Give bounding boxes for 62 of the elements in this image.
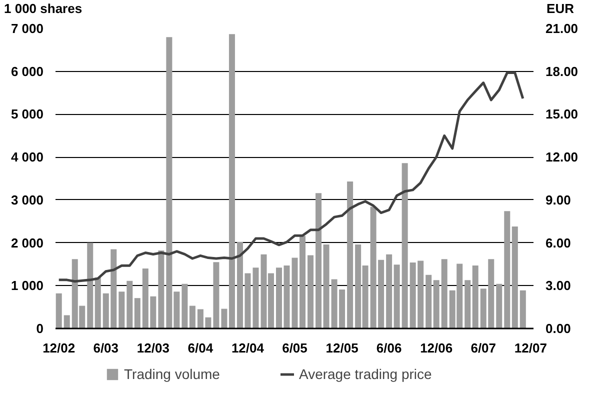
y2-tick-label: 3.00: [546, 278, 571, 294]
legend-label: Trading volume: [124, 366, 220, 382]
x-tick-label: 12/07: [514, 340, 547, 356]
bar: [472, 266, 478, 328]
x-tick-label: 12/03: [136, 340, 170, 356]
y2-tick-label: 12.00: [546, 150, 578, 165]
bar: [441, 259, 448, 328]
line-series: [58, 72, 524, 283]
bar: [158, 250, 164, 328]
y2-tick-label: 15.00: [546, 106, 578, 122]
y-tick-label: 0: [36, 321, 44, 336]
bar: [464, 280, 471, 328]
x-tick-label: 6/07: [470, 340, 496, 356]
y2-tick-label: 0.00: [546, 321, 571, 336]
y-tick-label: 1 000: [10, 278, 44, 294]
bar: [316, 193, 322, 328]
bar: [87, 242, 94, 328]
bar: [512, 226, 518, 328]
bar: [496, 284, 502, 328]
x-tick-label: 12/06: [420, 340, 453, 356]
y2-tick-label: 21.00: [546, 21, 578, 36]
y-tick-label: 6 000: [10, 64, 44, 79]
bar: [520, 290, 526, 328]
x-tick-label: 12/04: [231, 340, 265, 356]
x-tick-label: 6/03: [93, 340, 119, 356]
bar: [394, 264, 400, 328]
bar: [228, 34, 235, 328]
y-tick-label: 4 000: [10, 150, 44, 165]
y-axis-title: 1 000 shares: [4, 0, 82, 18]
legend-label: Average trading price: [298, 366, 432, 382]
bar: [182, 284, 188, 328]
y-tick-label: 7 000: [10, 21, 44, 36]
y-tick-label: 2 000: [10, 235, 44, 250]
bar: [213, 262, 220, 328]
bar: [64, 315, 70, 328]
bar: [221, 308, 228, 328]
bar: [323, 244, 330, 328]
bar: [347, 182, 354, 328]
bar: [56, 293, 62, 328]
bar: [118, 292, 125, 328]
y-tick-label: 3 000: [10, 192, 44, 208]
y2-axis-title: EUR: [546, 0, 574, 18]
x-tick-label: 6/06: [376, 340, 402, 356]
bar: [126, 280, 133, 328]
bar: [402, 163, 408, 328]
bar: [386, 254, 392, 328]
x-tick-label: 6/04: [188, 340, 214, 356]
bar: [252, 268, 259, 328]
y2-tick-label: 9.00: [546, 192, 571, 208]
bar: [308, 255, 314, 328]
bar: [189, 306, 196, 328]
bar: [433, 280, 440, 328]
bar: [504, 211, 510, 328]
y2-tick-label: 18.00: [546, 64, 578, 79]
y-tick-label: 5 000: [10, 106, 44, 122]
bar: [94, 278, 101, 328]
x-tick-label: 12/05: [326, 340, 358, 356]
bar: [426, 274, 432, 328]
x-tick-label: 12/02: [42, 340, 76, 356]
bar: [134, 298, 140, 328]
x-tick-label: 6/05: [282, 340, 308, 356]
y2-tick-label: 6.00: [546, 235, 571, 250]
